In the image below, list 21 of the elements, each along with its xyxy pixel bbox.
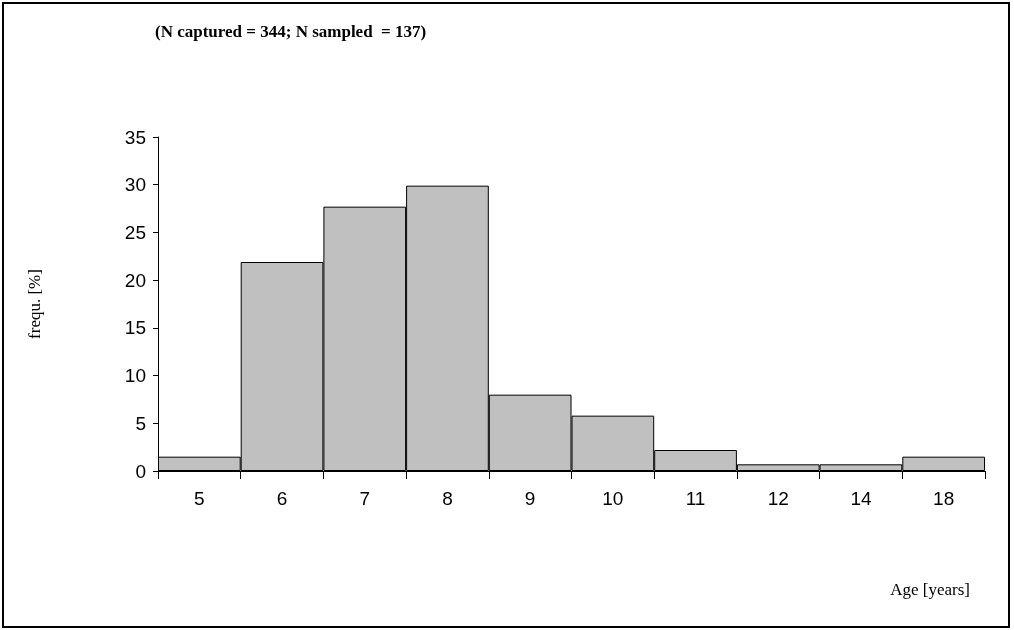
x-tick-label: 10	[602, 488, 624, 509]
x-tick-label: 6	[276, 488, 288, 509]
x-tick-label: 18	[933, 488, 955, 509]
y-axis-title: frequ. [%]	[25, 269, 44, 339]
x-tick-label: 5	[194, 488, 205, 509]
y-tick-label: 30	[124, 174, 146, 196]
x-tick-label: 7	[359, 488, 371, 509]
x-tick-label: 14	[850, 488, 872, 509]
x-tick-label: 8	[442, 488, 453, 509]
y-tick-label: 15	[124, 317, 146, 339]
y-tick-label: 5	[135, 412, 146, 434]
y-tick-label: 10	[124, 365, 146, 387]
x-tick-label: 12	[767, 488, 789, 509]
y-tick-label: 0	[135, 460, 146, 482]
y-tick-label: 35	[124, 126, 146, 148]
chart-title: (N captured = 344; N sampled = 137)	[155, 22, 427, 41]
x-tick-label: 9	[524, 488, 536, 509]
x-axis-title: Age [years]	[890, 580, 970, 599]
y-tick-label: 25	[124, 221, 146, 243]
x-tick-label: 11	[685, 488, 706, 509]
y-tick-label: 20	[124, 269, 146, 291]
